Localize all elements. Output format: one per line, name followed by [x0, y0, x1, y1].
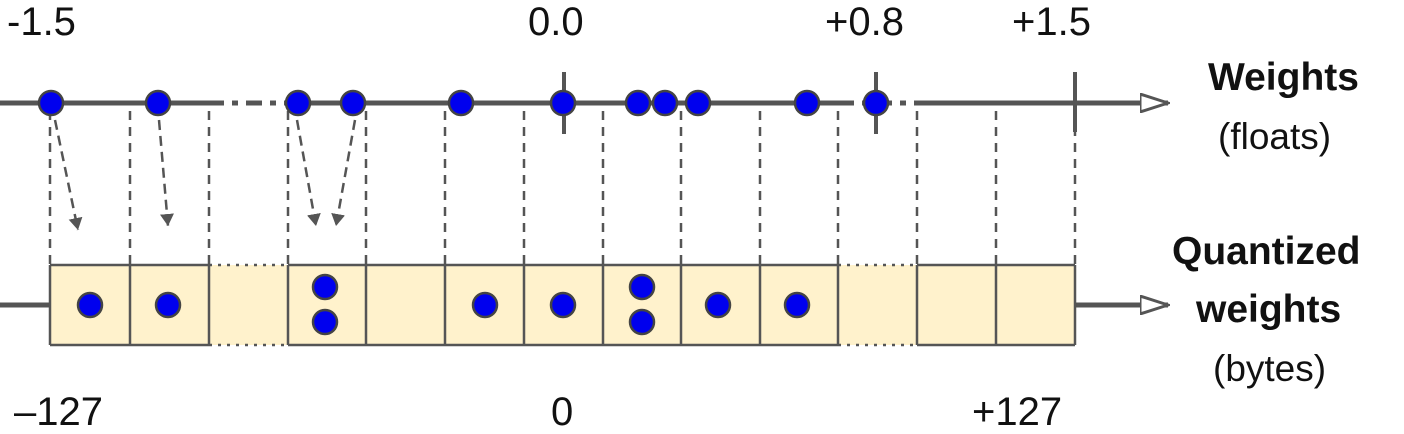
- dot-icon: [154, 291, 182, 319]
- tick-label-zero-float: 0.0: [528, 0, 584, 44]
- cell: [838, 265, 917, 345]
- weights-subtitle: (floats): [1218, 116, 1332, 157]
- dot-icon: [704, 291, 732, 319]
- quantized-title-line1: Quantized: [1172, 230, 1361, 273]
- tick-label-min-float: -1.5: [7, 0, 76, 44]
- dashed-arrow-icon: [53, 119, 83, 231]
- dot-icon: [76, 291, 104, 319]
- tick-label-max-byte: +127: [972, 390, 1063, 434]
- dot-icon: [447, 89, 475, 117]
- quantized-subtitle: (bytes): [1213, 348, 1327, 389]
- quantized-title-line2: weights: [1196, 288, 1342, 331]
- dashed-arrow-icon: [331, 119, 357, 227]
- dot-icon: [549, 291, 577, 319]
- dot-icon: [549, 89, 577, 117]
- mapping-arrows: [53, 119, 357, 231]
- dot-icon: [311, 308, 339, 336]
- dot-icon: [793, 89, 821, 117]
- quantized-dots: [76, 273, 811, 336]
- quantized-cells: [48, 263, 1077, 347]
- cell: [366, 265, 445, 345]
- dot-icon: [144, 89, 172, 117]
- dashed-arrow-icon: [295, 119, 321, 227]
- cell: [996, 265, 1075, 345]
- dot-icon: [624, 89, 652, 117]
- dot-icon: [628, 273, 656, 301]
- tick-label-zero-byte: 0: [551, 390, 574, 434]
- dot-icon: [284, 89, 312, 117]
- cell: [917, 265, 996, 345]
- dot-icon: [783, 291, 811, 319]
- dot-icon: [684, 89, 712, 117]
- dot-icon: [37, 89, 65, 117]
- dot-icon: [471, 291, 499, 319]
- cell: [209, 265, 288, 345]
- dot-icon: [311, 273, 339, 301]
- tick-label-08-float: +0.8: [825, 0, 904, 44]
- dashed-arrow-icon: [157, 119, 174, 227]
- dot-icon: [862, 89, 890, 117]
- weight-dots: [37, 89, 890, 117]
- dot-icon: [339, 89, 367, 117]
- dot-icon: [628, 308, 656, 336]
- dot-icon: [651, 89, 679, 117]
- tick-label-min-byte: –127: [14, 390, 103, 434]
- tick-label-max-float: +1.5: [1012, 0, 1091, 44]
- guide-lines: [48, 111, 1077, 265]
- weights-title: Weights: [1208, 56, 1359, 99]
